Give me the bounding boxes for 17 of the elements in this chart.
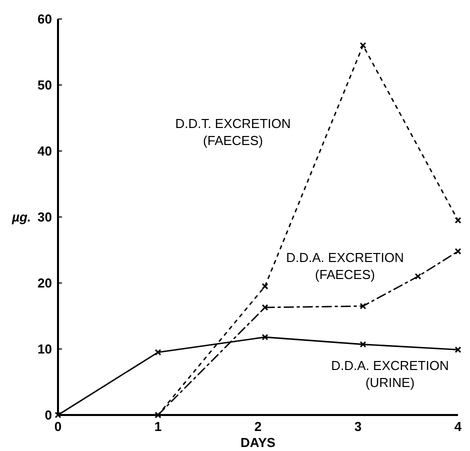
x-tick-label: 2 bbox=[254, 419, 262, 434]
x-tick-label: 1 bbox=[154, 419, 162, 434]
y-tick-label: 0 bbox=[44, 408, 52, 423]
y-tick-label: 50 bbox=[38, 78, 52, 93]
y-tick-label: 10 bbox=[38, 342, 52, 357]
y-tick-label: 60 bbox=[38, 12, 52, 27]
x-tick-label: 0 bbox=[54, 419, 62, 434]
y-axis-title: µg. bbox=[10, 210, 31, 225]
text: D.D.T. EXCRETION (FAECES) bbox=[175, 116, 291, 148]
y-tick-label: 40 bbox=[38, 144, 52, 159]
series-label: D.D.A. EXCRETION (URINE) bbox=[331, 358, 449, 390]
x-axis-title: DAYS bbox=[240, 435, 276, 450]
y-tick-label: 30 bbox=[38, 210, 52, 225]
x-tick-label: 4 bbox=[454, 419, 462, 434]
x-tick-label: 3 bbox=[354, 419, 362, 434]
series-label: D.D.A. EXCRETION (FAECES) bbox=[286, 250, 404, 282]
y-tick-label: 20 bbox=[38, 276, 52, 291]
